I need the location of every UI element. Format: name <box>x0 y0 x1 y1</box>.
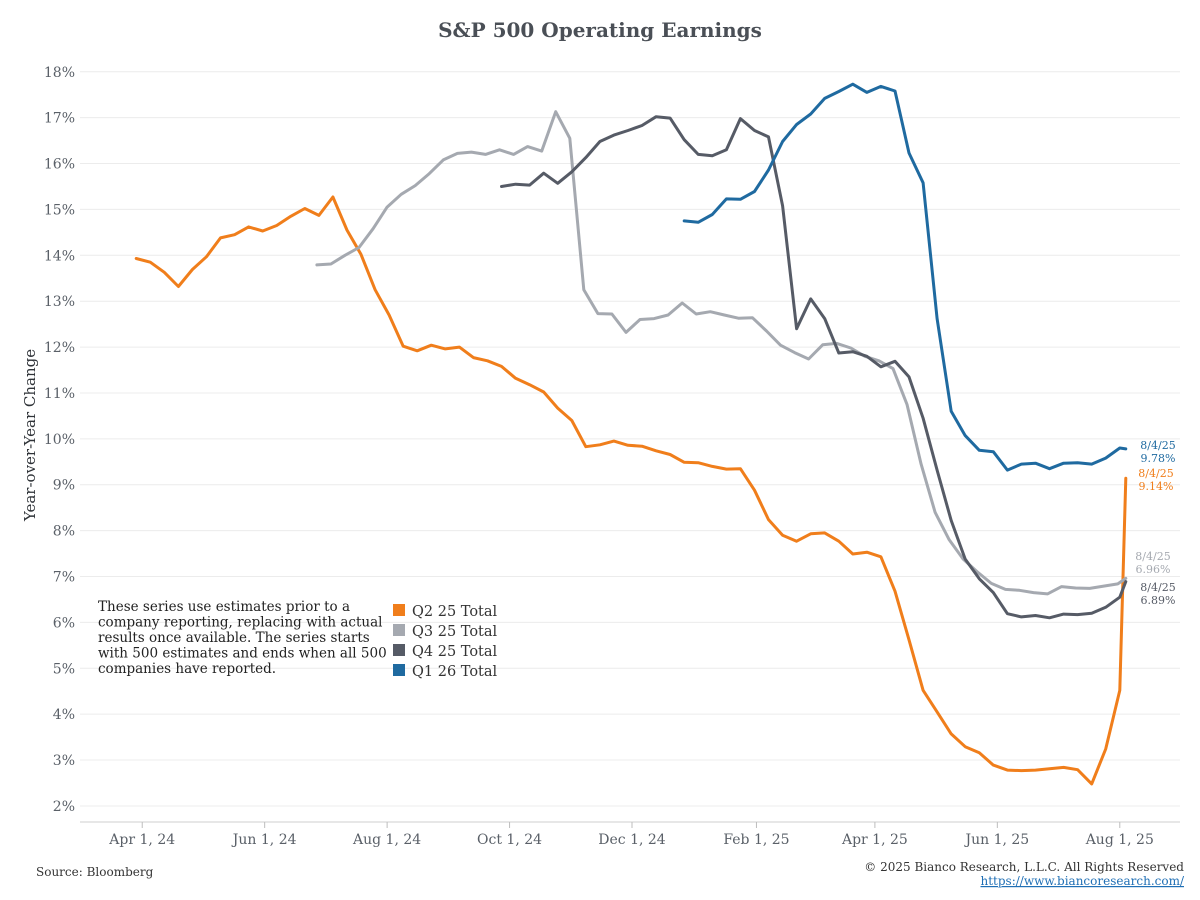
y-tick-label: 3% <box>53 753 75 769</box>
legend-label: Q2 25 Total <box>412 604 498 620</box>
series-line-q4-25-total <box>500 115 1128 620</box>
y-tick-label: 6% <box>53 615 75 631</box>
end-label-date: 8/4/25 <box>1138 467 1173 480</box>
chart-title: S&P 500 Operating Earnings <box>438 18 762 42</box>
y-tick-label: 5% <box>53 661 75 677</box>
y-tick-label: 16% <box>44 157 75 173</box>
end-label-value: 9.14% <box>1139 480 1174 493</box>
end-labels: 8/4/259.78%8/4/259.14%8/4/256.96%8/4/256… <box>1135 439 1175 607</box>
series-line-q3-25-total <box>315 110 1128 596</box>
annotation-line: companies have reported. <box>98 661 276 677</box>
source-note: Source: Bloomberg <box>36 865 154 879</box>
x-tick-labels: Apr 1, 24 Jun 1, 24 Aug 1, 24 Oct 1, 24 Dec … <box>108 822 1154 848</box>
series-lines <box>134 82 1128 786</box>
legend-swatch <box>393 604 405 616</box>
y-tick-label: 18% <box>44 65 75 81</box>
y-tick-label: 11% <box>44 386 75 402</box>
series-line-q2-25-total <box>134 195 1128 786</box>
annotation-line: These series use estimates prior to a <box>98 599 350 615</box>
legend-label: Q4 25 Total <box>412 644 498 660</box>
x-tick-label: Dec 1, 24 <box>598 832 666 848</box>
y-tick-label: 7% <box>53 570 75 586</box>
y-tick-label: 14% <box>44 248 75 264</box>
x-tick-label: Apr 1, 24 <box>108 832 175 848</box>
x-tick-label: Aug 1, 24 <box>352 832 421 848</box>
y-tick-label: 2% <box>53 799 75 815</box>
legend-swatch <box>393 664 405 676</box>
y-tick-label: 12% <box>44 340 75 356</box>
y-tick-label: 17% <box>44 111 75 127</box>
x-tick-label: Jun 1, 25 <box>963 832 1029 848</box>
y-tick-label: 4% <box>53 707 75 723</box>
legend: Q2 25 Total Q3 25 Total Q4 25 Total Q1 26 T… <box>393 604 498 680</box>
gridlines <box>80 71 1180 823</box>
legend-label: Q1 26 Total <box>412 664 498 680</box>
x-tick-label: Aug 1, 25 <box>1085 832 1154 848</box>
legend-label: Q3 25 Total <box>412 624 498 640</box>
legend-swatch <box>393 624 405 636</box>
x-tick-label: Jun 1, 24 <box>231 832 297 848</box>
annotation-note: These series use estimates prior to acom… <box>98 599 387 677</box>
end-label-date: 8/4/25 <box>1140 581 1175 594</box>
annotation-line: with 500 estimates and ends when all 500 <box>98 646 387 662</box>
y-tick-label: 10% <box>44 432 75 448</box>
annotation-line: results once available. The series start… <box>98 630 370 646</box>
y-tick-labels: 2% 3% 4% 5% 6% 7% 8% 9% 10% 11% 12% 13% 14% 15% 16% 17%… <box>44 65 75 815</box>
legend-swatch <box>393 644 405 656</box>
end-label-value: 6.89% <box>1141 594 1176 607</box>
end-label-date: 8/4/25 <box>1140 439 1175 452</box>
end-label-value: 6.96% <box>1136 563 1171 576</box>
series-line-q1-26-total <box>682 82 1128 472</box>
y-axis-label: Year-over-Year Change <box>21 349 39 522</box>
x-tick-label: Feb 1, 25 <box>723 832 789 848</box>
y-tick-label: 9% <box>53 478 75 494</box>
y-tick-label: 8% <box>53 524 75 540</box>
annotation-line: company reporting, replacing with actual <box>98 615 382 631</box>
end-label-value: 9.78% <box>1141 452 1176 465</box>
y-tick-label: 13% <box>44 294 75 310</box>
x-tick-label: Oct 1, 24 <box>477 832 542 848</box>
x-tick-label: Apr 1, 25 <box>841 832 908 848</box>
website-link[interactable]: https://www.biancoresearch.com/ <box>980 874 1184 888</box>
end-label-date: 8/4/25 <box>1135 550 1170 563</box>
y-tick-label: 15% <box>44 202 75 218</box>
copyright-text: © 2025 Bianco Research, L.L.C. All Right… <box>864 860 1184 874</box>
